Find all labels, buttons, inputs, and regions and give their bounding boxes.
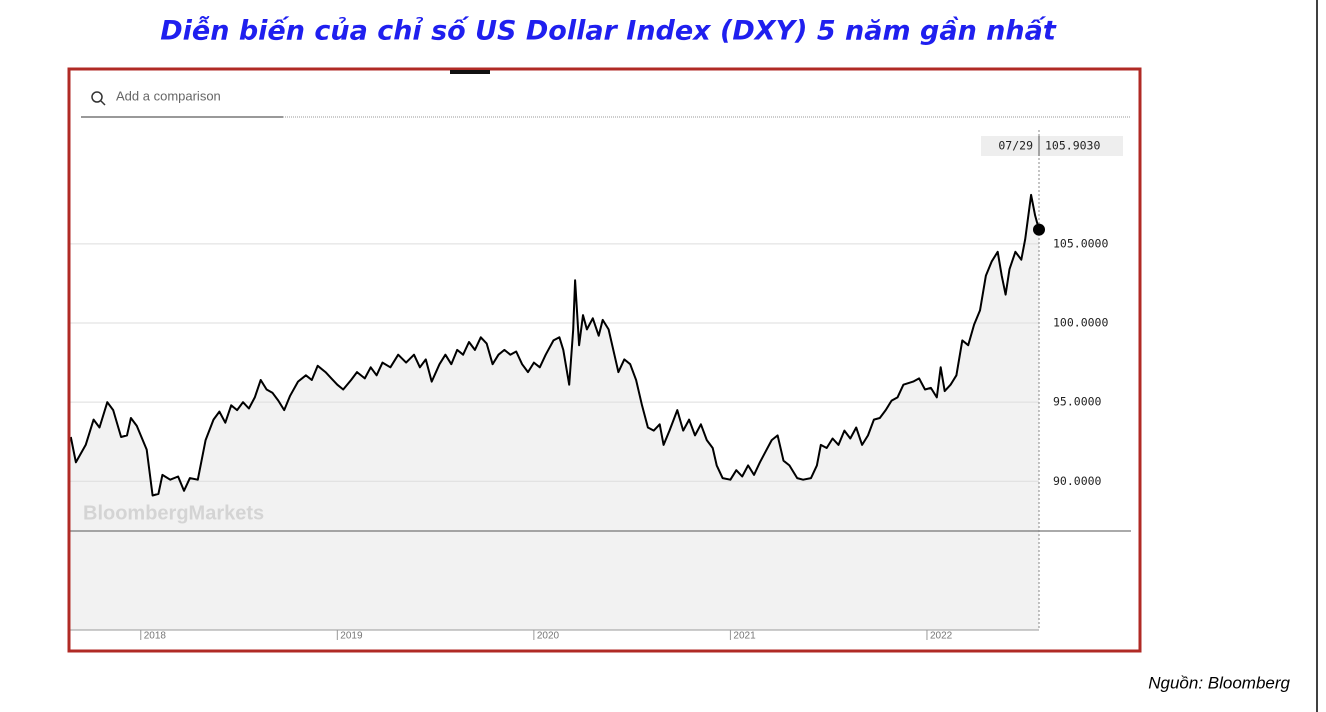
title: Diễn biến của chỉ số US Dollar Index (DX… (160, 16, 1057, 47)
y-tick-label: 100.0000 (1053, 316, 1108, 330)
x-tick-label: 2018 (144, 631, 167, 642)
search-icon (91, 91, 103, 103)
x-tick-label: 2020 (537, 631, 560, 642)
tab-indicator (450, 70, 490, 74)
watermark: BloombergMarkets (83, 502, 264, 524)
frame (67, 67, 1142, 653)
search-input[interactable]: Add a comparison (116, 88, 221, 103)
y-tick-label: 95.0000 (1053, 395, 1102, 409)
y-tick-label: 105.0000 (1053, 236, 1108, 250)
price-line (69, 193, 1040, 497)
plot: BloombergMarkets 90.0000 95.0000 100.0000 10… (69, 130, 1131, 642)
source: Nguồn: Bloomberg (1148, 673, 1290, 692)
last-point (1033, 223, 1045, 236)
annotation-box (981, 136, 1123, 156)
area (70, 194, 1040, 630)
x-tick-label: 2021 (733, 631, 756, 642)
x-tick-label: 2019 (340, 631, 363, 642)
x-tick-label: 2022 (930, 631, 953, 642)
annotation-date: 07/29 (998, 139, 1033, 153)
y-tick-label: 90.0000 (1053, 474, 1102, 488)
search-icon (100, 100, 106, 106)
annotation-value: 105.9030 (1045, 139, 1100, 153)
